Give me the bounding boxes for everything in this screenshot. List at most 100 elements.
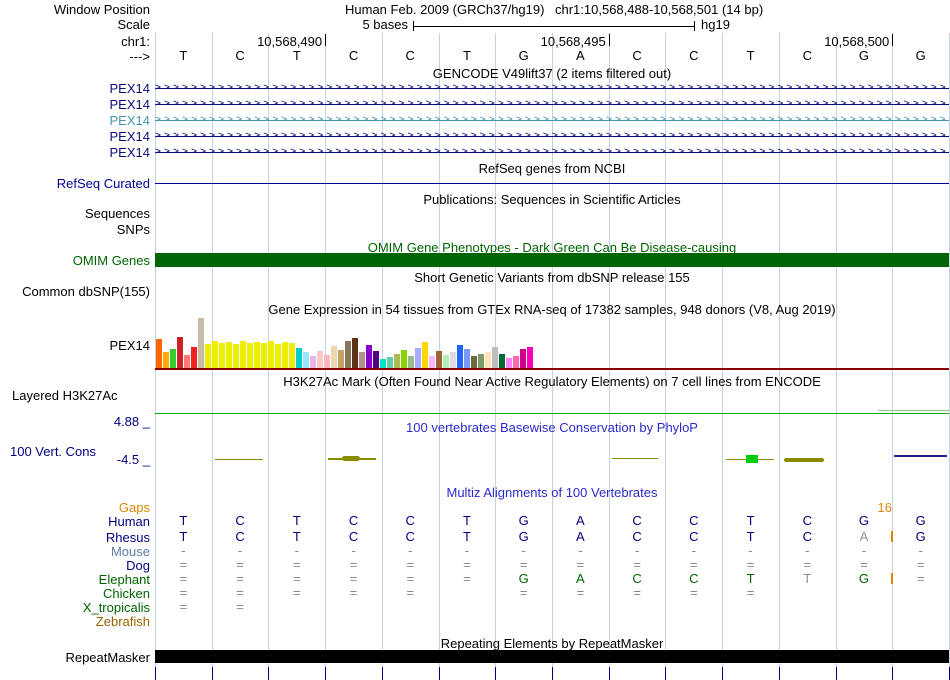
gtex-bar[interactable] [170, 349, 176, 368]
repeatmasker-bar[interactable] [155, 650, 949, 663]
gtex-bar[interactable] [331, 346, 337, 368]
phylop-mark[interactable] [342, 456, 360, 461]
transcript-line[interactable] [155, 88, 949, 89]
gtex-bar[interactable] [177, 337, 183, 368]
gtex-bar[interactable] [254, 342, 260, 368]
coord-tick [892, 34, 893, 46]
gtex-bar[interactable] [527, 347, 533, 368]
gtex-bar[interactable] [338, 350, 344, 368]
gtex-bar[interactable] [513, 356, 519, 368]
gtex-bar[interactable] [296, 348, 302, 368]
gtex-bar[interactable] [478, 354, 484, 368]
gtex-bar[interactable] [352, 338, 358, 368]
gtex-bar[interactable] [422, 342, 428, 368]
gtex-bar[interactable] [485, 352, 491, 368]
gtex-bar[interactable] [464, 349, 470, 368]
gtex-bar[interactable] [450, 352, 456, 368]
gtex-bar[interactable] [268, 341, 274, 368]
gtex-bar[interactable] [471, 356, 477, 368]
phylop-mark[interactable] [784, 458, 824, 462]
gtex-bar[interactable] [261, 343, 267, 368]
base-letter: - [578, 543, 583, 558]
phylop-mark[interactable] [215, 459, 263, 460]
gtex-bar[interactable] [233, 344, 239, 368]
gtex-bar[interactable] [457, 345, 463, 368]
gtex-bar[interactable] [408, 356, 414, 368]
base-letter [722, 614, 779, 628]
base-letter: - [691, 543, 696, 558]
base-guideline [836, 33, 837, 680]
species-row-mouse[interactable]: -------------- [155, 544, 949, 558]
phylop-mark[interactable] [746, 455, 758, 463]
base-letter: C [689, 513, 699, 528]
gtex-bar[interactable] [401, 350, 407, 368]
species-row-zebrafish[interactable] [155, 614, 949, 628]
gtex-bar[interactable] [275, 344, 281, 368]
publications-title: Publications: Sequences in Scientific Ar… [423, 192, 681, 207]
species-row-elephant[interactable]: = = = = = = G A C C T T G = [155, 572, 949, 586]
gtex-bar[interactable] [359, 352, 365, 368]
gtex-bar[interactable] [282, 342, 288, 368]
species-row-x_tropicalis[interactable]: = = [155, 600, 949, 614]
gtex-bar[interactable] [156, 339, 162, 368]
phylop-mark[interactable] [894, 455, 947, 457]
gtex-bar[interactable] [317, 351, 323, 368]
transcript-line[interactable] [155, 120, 949, 121]
gtex-bar[interactable] [506, 358, 512, 368]
base-letter [609, 614, 666, 628]
base-letter [836, 600, 893, 614]
gtex-bar[interactable] [492, 347, 498, 368]
coord-tick [325, 34, 326, 46]
gtex-bar[interactable] [198, 318, 204, 368]
gtex-bar[interactable] [373, 351, 379, 368]
base-letter: = [916, 571, 925, 586]
gtex-bar[interactable] [310, 356, 316, 368]
gtex-bar[interactable] [191, 347, 197, 368]
gtex-bar[interactable] [163, 352, 169, 368]
gtex-bar[interactable] [303, 352, 309, 368]
base-letter: C [802, 48, 812, 63]
gtex-bar[interactable] [387, 357, 393, 368]
gtex-bar[interactable] [219, 343, 225, 368]
gtex-bar[interactable] [324, 355, 330, 368]
gtex-bar[interactable] [240, 341, 246, 368]
gtex-bar[interactable] [205, 344, 211, 368]
transcript-line[interactable] [155, 104, 949, 105]
gtex-bar[interactable] [345, 341, 351, 368]
gtex-bar[interactable] [184, 355, 190, 368]
h3k-line[interactable] [155, 413, 949, 414]
gtex-bar[interactable] [380, 359, 386, 368]
base-letter: = [463, 557, 471, 572]
species-row-chicken[interactable]: = = = = = = = = = = [155, 586, 949, 600]
species-row-dog[interactable]: = = = = = = = = = = = = = = [155, 558, 949, 572]
gtex-bar[interactable] [436, 351, 442, 368]
gtex-bar[interactable] [443, 355, 449, 368]
gtex-bar[interactable] [289, 343, 295, 368]
transcript-line[interactable] [155, 136, 949, 137]
base-letter: = [179, 599, 188, 614]
base-letter: - [237, 543, 243, 558]
gtex-bar[interactable] [247, 343, 253, 368]
gtex-bar[interactable] [366, 345, 372, 368]
gtex-bar[interactable] [415, 348, 421, 368]
base-letter: = [236, 599, 244, 614]
gtex-bar[interactable] [212, 341, 218, 368]
ruler-tick [212, 667, 213, 680]
gtex-bar[interactable] [394, 354, 400, 368]
phylop-mark[interactable] [612, 458, 658, 459]
insert-mark [891, 573, 893, 584]
base-letter: - [294, 543, 299, 558]
refseq-line[interactable] [155, 183, 949, 184]
gtex-bar[interactable] [499, 354, 505, 368]
gtex-bar[interactable] [520, 349, 526, 368]
base-letter: = [293, 585, 301, 600]
gtex-bar[interactable] [226, 342, 232, 368]
transcript-line[interactable] [155, 152, 949, 153]
omim-bar[interactable] [155, 253, 949, 267]
base-letter: G [518, 513, 529, 528]
base-guideline [665, 33, 666, 680]
gtex-bar[interactable] [429, 356, 435, 368]
